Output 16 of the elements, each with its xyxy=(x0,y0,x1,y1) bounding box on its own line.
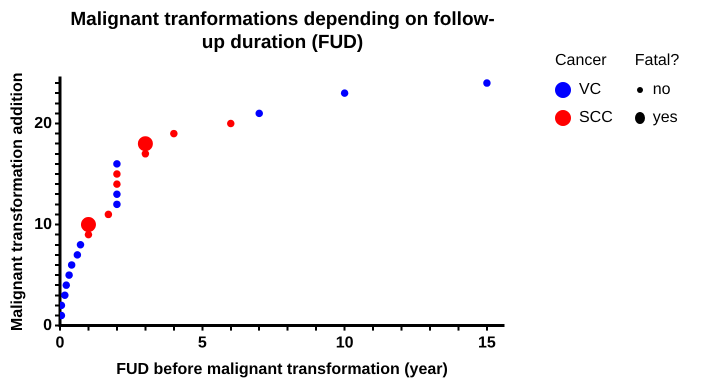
x-tick-label: 15 xyxy=(478,334,496,352)
x-tick-label: 5 xyxy=(198,334,207,352)
legend-label: VC xyxy=(579,81,602,99)
text: no xyxy=(652,81,671,99)
chart-title: Malignant tranformations depending on follow-up duration (FUD) xyxy=(69,8,496,54)
text: yes xyxy=(652,109,678,127)
y-tick-label: 0 xyxy=(43,317,52,334)
y-tick-label: 10 xyxy=(34,216,52,233)
legend-label: SCC xyxy=(579,109,613,127)
x-tick-label: 10 xyxy=(336,334,354,352)
text: Fatal? xyxy=(634,52,680,70)
y-axis-title: Malignant transformation addition xyxy=(9,72,26,332)
x-axis-title: FUD before malignant transformation (year) xyxy=(116,360,448,378)
x-tick-label: 0 xyxy=(56,334,65,352)
y-tick-label: 20 xyxy=(34,114,52,132)
legend-title: Cancer xyxy=(555,52,608,70)
